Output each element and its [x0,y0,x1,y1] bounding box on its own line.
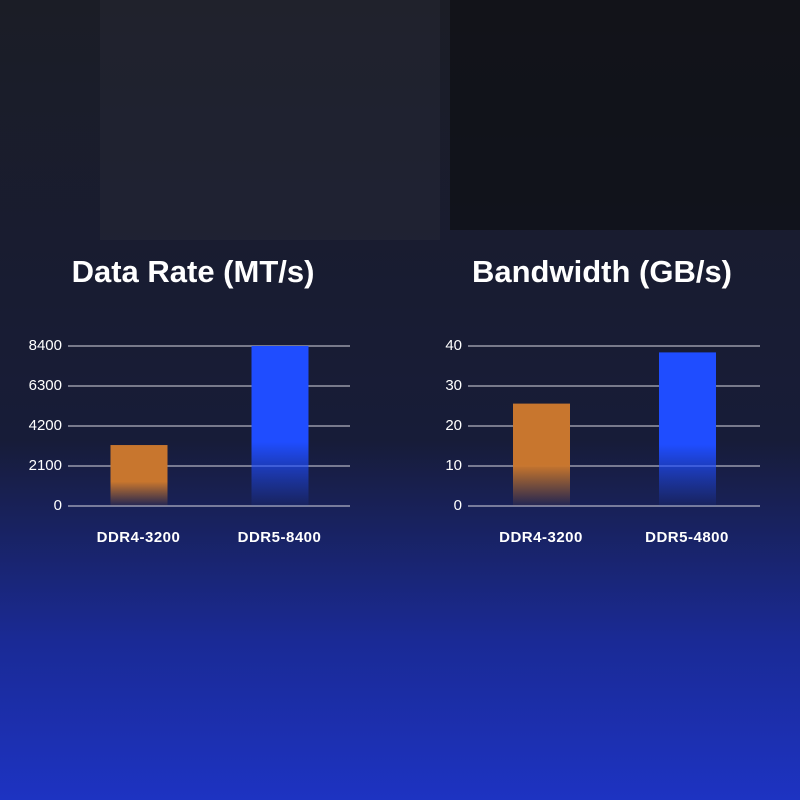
y-tick-label: 6300 [29,377,62,394]
y-tick-label: 10 [445,457,462,474]
y-tick-label: 0 [454,497,462,514]
chart-title: Data Rate (MT/s) [72,254,315,289]
y-tick-label: 30 [445,377,462,394]
x-tick-label: DDR5-8400 [238,529,322,546]
bar [251,346,309,506]
charts: Data Rate (MT/s) 0 2100 4200 6300 8400 DDR4-32… [29,254,760,546]
bar [659,352,716,506]
chart-title: Bandwidth (GB/s) [472,254,732,289]
bar [513,403,570,506]
monitor-left [100,0,440,240]
y-tick-label: 8400 [29,337,62,354]
y-tick-label: 40 [445,337,462,354]
y-tick-label: 2100 [29,457,62,474]
bar [110,445,168,506]
y-tick-label: 4200 [29,417,62,434]
y-tick-label: 20 [445,417,462,434]
x-tick-label: DDR4-3200 [499,529,583,546]
x-tick-label: DDR5-4800 [645,529,729,546]
x-tick-label: DDR4-3200 [97,529,181,546]
y-tick-label: 0 [54,497,62,514]
monitor [450,0,800,230]
